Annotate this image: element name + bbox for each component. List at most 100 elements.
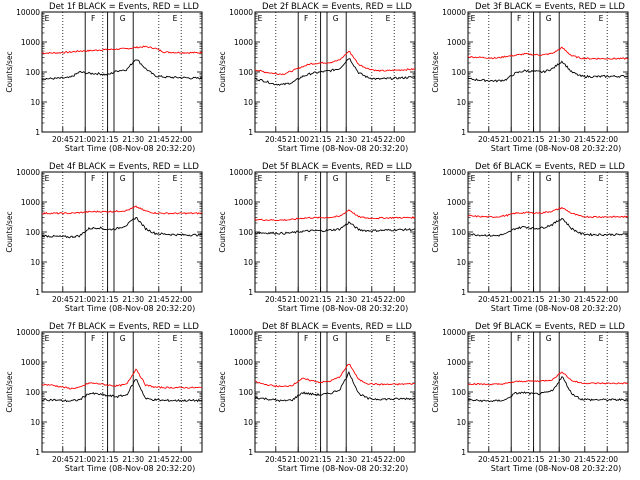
- interval-label: E: [599, 334, 604, 343]
- x-tick-label: 21:00: [287, 135, 309, 144]
- x-tick-label: 21:00: [500, 295, 522, 304]
- x-tick-label: 21:15: [97, 455, 119, 464]
- x-tick-label: 21:45: [574, 295, 596, 304]
- y-tick-label: 10: [456, 418, 466, 427]
- y-tick-label: 1: [35, 128, 40, 137]
- series-lld-red: [254, 363, 416, 388]
- panel-title: Det 9f BLACK = Events, RED = LLD: [475, 322, 625, 332]
- x-axis-label: Start Time (08-Nov-08 20:32:20): [65, 464, 195, 473]
- x-tick-label: 21:45: [574, 455, 596, 464]
- series-events-black: [254, 370, 415, 403]
- x-tick-label: 20:45: [478, 295, 500, 304]
- y-tick-label: 1000: [21, 38, 40, 47]
- x-tick-label: 21:00: [500, 455, 522, 464]
- plot-frame: [467, 171, 629, 293]
- x-tick-label: 21:30: [335, 455, 357, 464]
- interval-label: G: [333, 14, 339, 23]
- x-tick-label: 21:30: [122, 455, 144, 464]
- panel-det-4: Det 4f BLACK = Events, RED = LLD E F G E 1 10 1…: [5, 162, 203, 313]
- interval-label: F: [517, 174, 521, 183]
- x-axis-label: Start Time (08-Nov-08 20:32:20): [278, 304, 408, 313]
- y-tick-label: 10: [243, 418, 253, 427]
- interval-label: E: [45, 334, 50, 343]
- y-axis-label: Counts/sec: [218, 211, 227, 252]
- series-events-black: [41, 217, 203, 239]
- x-tick-label: 20:45: [265, 295, 287, 304]
- x-tick-label: 21:15: [523, 135, 545, 144]
- interval-label: E: [258, 174, 263, 183]
- series-events-black: [41, 378, 202, 403]
- y-tick-label: 100: [26, 68, 41, 77]
- interval-label: F: [91, 174, 95, 183]
- x-tick-label: 21:15: [310, 295, 332, 304]
- x-tick-label: 20:45: [478, 135, 500, 144]
- x-tick-label: 22:00: [596, 455, 618, 464]
- x-axis-label: Start Time (08-Nov-08 20:32:20): [491, 144, 621, 153]
- y-tick-label: 1: [248, 288, 253, 297]
- interval-label: G: [546, 14, 552, 23]
- interval-label: F: [91, 334, 95, 343]
- x-tick-label: 21:45: [574, 135, 596, 144]
- interval-label: F: [517, 14, 521, 23]
- panel-det-2: Det 2f BLACK = Events, RED = LLD E F G E 1 10 1…: [218, 2, 416, 153]
- series-lld-red: [41, 368, 203, 390]
- y-tick-label: 1000: [21, 358, 40, 367]
- panel-title: Det 8f BLACK = Events, RED = LLD: [262, 322, 412, 332]
- series-events-black: [467, 60, 629, 83]
- y-axis-label: Counts/sec: [431, 371, 440, 412]
- y-axis-label: Counts/sec: [218, 371, 227, 412]
- series-lld-red: [467, 206, 629, 219]
- series-events-black: [254, 58, 416, 86]
- y-tick-label: 1: [248, 448, 253, 457]
- x-axis-label: Start Time (08-Nov-08 20:32:20): [491, 464, 621, 473]
- y-tick-label: 1: [35, 448, 40, 457]
- x-tick-label: 21:15: [97, 135, 119, 144]
- y-tick-label: 1: [461, 128, 466, 137]
- x-tick-label: 21:30: [335, 135, 357, 144]
- y-tick-label: 1: [461, 448, 466, 457]
- x-axis-label: Start Time (08-Nov-08 20:32:20): [65, 304, 195, 313]
- x-tick-label: 21:45: [148, 455, 170, 464]
- x-tick-label: 21:30: [548, 295, 570, 304]
- x-tick-label: 21:30: [548, 455, 570, 464]
- y-tick-label: 1000: [447, 198, 466, 207]
- panel-det-5: Det 5f BLACK = Events, RED = LLD E F G E 1 10 1…: [218, 162, 416, 313]
- interval-label: F: [304, 14, 308, 23]
- series-events-black: [467, 376, 629, 403]
- interval-label: E: [173, 334, 178, 343]
- x-tick-label: 21:30: [548, 135, 570, 144]
- panel-title: Det 1f BLACK = Events, RED = LLD: [49, 2, 199, 12]
- y-tick-label: 100: [452, 228, 467, 237]
- interval-label: E: [599, 174, 604, 183]
- x-tick-label: 22:00: [596, 295, 618, 304]
- interval-label: E: [386, 174, 391, 183]
- y-tick-label: 1: [35, 288, 40, 297]
- x-tick-label: 20:45: [52, 295, 74, 304]
- x-axis-label: Start Time (08-Nov-08 20:32:20): [491, 304, 621, 313]
- y-tick-label: 10000: [16, 328, 40, 337]
- y-tick-label: 10: [456, 98, 466, 107]
- x-tick-label: 21:00: [287, 295, 309, 304]
- y-tick-label: 10: [243, 98, 253, 107]
- x-tick-label: 21:00: [74, 455, 96, 464]
- y-axis-label: Counts/sec: [218, 51, 227, 92]
- y-tick-label: 1000: [447, 358, 466, 367]
- x-tick-label: 21:15: [310, 135, 332, 144]
- x-tick-label: 20:45: [265, 455, 287, 464]
- interval-label: E: [173, 14, 178, 23]
- x-axis-label: Start Time (08-Nov-08 20:32:20): [65, 144, 195, 153]
- interval-label: G: [120, 174, 126, 183]
- plot-frame: [254, 11, 416, 133]
- series-lld-red: [41, 45, 203, 55]
- x-tick-label: 21:15: [523, 455, 545, 464]
- x-tick-label: 21:00: [74, 135, 96, 144]
- panel-det-9: Det 9f BLACK = Events, RED = LLD E F G E 1 10 1…: [431, 322, 629, 473]
- plot-frame: [41, 331, 203, 453]
- interval-label: E: [45, 14, 50, 23]
- x-tick-label: 21:15: [310, 455, 332, 464]
- y-tick-label: 100: [239, 228, 254, 237]
- plot-frame: [254, 331, 416, 453]
- x-tick-label: 21:45: [148, 135, 170, 144]
- y-tick-label: 10000: [442, 8, 466, 17]
- series-lld-red: [254, 50, 416, 76]
